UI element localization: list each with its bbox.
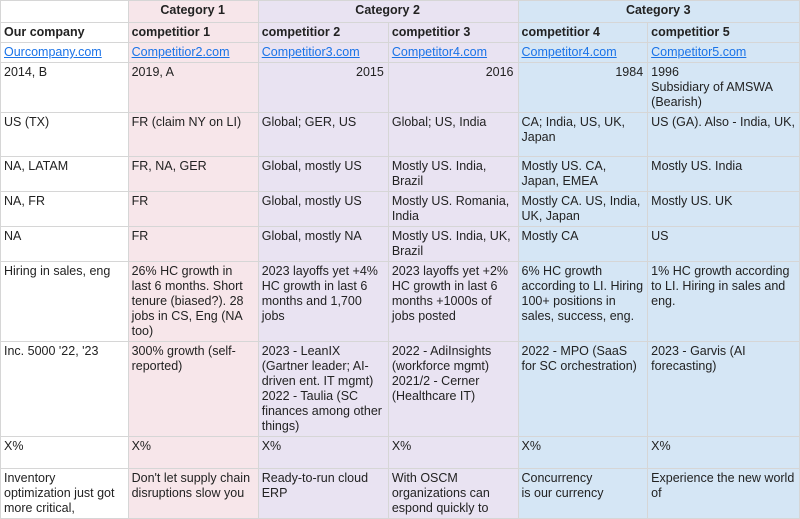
- tagline-c4-line2: is our currency: [521, 486, 604, 500]
- tagline-c4-line1: Concurrency: [521, 471, 593, 485]
- milestone-c3-cerner: 2021/2 - Cerner (Healthcare IT): [391, 374, 480, 403]
- team-row: NA FR Global, mostly NA Mostly US. India…: [0, 226, 800, 262]
- cell-hq-c5[interactable]: US (GA). Also - India, UK,: [647, 112, 800, 157]
- cell-milestones-c4[interactable]: 2022 - MPO (SaaS for SC orchestration): [517, 341, 649, 437]
- cell-team-ours[interactable]: NA: [0, 226, 129, 262]
- cell-tagline-ours[interactable]: Inventory optimization just got more cri…: [0, 468, 129, 519]
- founded-row: 2014, B 2019, A 2015 2016 1984 1996 Subs…: [0, 62, 800, 113]
- cell-milestones-c5[interactable]: 2023 - Garvis (AI forecasting): [647, 341, 800, 437]
- cell-share-c2[interactable]: X%: [257, 436, 389, 469]
- link-ourcompany[interactable]: Ourcompany.com: [4, 45, 102, 59]
- cell-tagline-c5[interactable]: Experience the new world of: [647, 468, 800, 519]
- link-competitor-4[interactable]: Competitor4.com: [521, 45, 617, 59]
- cell-team-c3[interactable]: Mostly US. India, UK, Brazil: [387, 226, 519, 262]
- hiring-row: Hiring in sales, eng 26% HC growth in la…: [0, 261, 800, 342]
- cell-competitor-2[interactable]: competitior 2: [257, 22, 389, 43]
- tagline-row: Inventory optimization just got more cri…: [0, 468, 800, 519]
- cell-tagline-c3[interactable]: With OSCM organizations can espond quick…: [387, 468, 519, 519]
- cell-milestones-c3[interactable]: 2022 - AdiInsights (workforce mgmt) 2021…: [387, 341, 519, 437]
- milestones-row: Inc. 5000 '22, '23 300% growth (self-rep…: [0, 341, 800, 437]
- cell-founded-c4[interactable]: 1984: [517, 62, 649, 113]
- category-3-header[interactable]: Category 3: [517, 0, 800, 23]
- cell-founded-c3[interactable]: 2016: [387, 62, 519, 113]
- cell-founded-c5[interactable]: 1996 Subsidiary of AMSWA (Bearish): [647, 62, 800, 113]
- cell-customers-c5[interactable]: Mostly US. UK: [647, 191, 800, 227]
- cell-hiring-c3[interactable]: 2023 layoffs yet +2% HC growth in last 6…: [387, 261, 519, 342]
- cell-customers-c4[interactable]: Mostly CA. US, India, UK, Japan: [517, 191, 649, 227]
- cell-empty[interactable]: [0, 0, 129, 23]
- cell-hq-c1[interactable]: FR (claim NY on LI): [127, 112, 259, 157]
- cell-founded-c1[interactable]: 2019, A: [127, 62, 259, 113]
- cell-customers-c3[interactable]: Mostly US. Romania, India: [387, 191, 519, 227]
- cell-link-c2: Competitior3.com: [257, 42, 389, 63]
- cell-markets-c3[interactable]: Mostly US. India, Brazil: [387, 156, 519, 192]
- category-1-header[interactable]: Category 1: [127, 0, 259, 23]
- cell-milestones-ours[interactable]: Inc. 5000 '22, '23: [0, 341, 129, 437]
- cell-hiring-c2[interactable]: 2023 layoffs yet +4% HC growth in last 6…: [257, 261, 389, 342]
- cell-customers-c2[interactable]: Global, mostly US: [257, 191, 389, 227]
- cell-tagline-c2[interactable]: Ready-to-run cloud ERP: [257, 468, 389, 519]
- cell-hiring-c4[interactable]: 6% HC growth according to LI. Hiring 100…: [517, 261, 649, 342]
- link-competitor-5[interactable]: Competitor5.com: [651, 45, 747, 59]
- cell-link-c1: Competitior2.com: [127, 42, 259, 63]
- category-2-header[interactable]: Category 2: [257, 0, 519, 23]
- names-row: Our company competitior 1 competitior 2 …: [0, 22, 800, 43]
- cell-competitor-1[interactable]: competitior 1: [127, 22, 259, 43]
- cell-hiring-c5[interactable]: 1% HC growth according to LI. Hiring in …: [647, 261, 800, 342]
- link-competitor-1[interactable]: Competitior2.com: [131, 45, 230, 59]
- cell-share-c4[interactable]: X%: [517, 436, 649, 469]
- link-competitor-3[interactable]: Competitor4.com: [391, 45, 488, 59]
- cell-team-c5[interactable]: US: [647, 226, 800, 262]
- customers-row: NA, FR FR Global, mostly US Mostly US. R…: [0, 191, 800, 227]
- cell-markets-c2[interactable]: Global, mostly US: [257, 156, 389, 192]
- cell-hq-ours[interactable]: US (TX): [0, 112, 129, 157]
- cell-share-ours[interactable]: X%: [0, 436, 129, 469]
- link-competitor-2[interactable]: Competitior3.com: [261, 45, 360, 59]
- category-row: Category 1 Category 2 Category 3: [0, 0, 800, 23]
- cell-customers-ours[interactable]: NA, FR: [0, 191, 129, 227]
- cell-markets-ours[interactable]: NA, LATAM: [0, 156, 129, 192]
- cell-milestones-c2[interactable]: 2023 - LeanIX (Gartner leader; AI-driven…: [257, 341, 389, 437]
- cell-markets-c5[interactable]: Mostly US. India: [647, 156, 800, 192]
- cell-markets-c1[interactable]: FR, NA, GER: [127, 156, 259, 192]
- milestone-c2-taulia: 2022 - Taulia (SC finances among other t…: [261, 389, 382, 433]
- hq-row: US (TX) FR (claim NY on LI) Global; GER,…: [0, 112, 800, 157]
- cell-link-c4: Competitor4.com: [517, 42, 649, 63]
- cell-team-c1[interactable]: FR: [127, 226, 259, 262]
- cell-team-c4[interactable]: Mostly CA: [517, 226, 649, 262]
- cell-founded-c2[interactable]: 2015: [257, 62, 389, 113]
- cell-link-c3: Competitor4.com: [387, 42, 519, 63]
- share-row: X% X% X% X% X% X%: [0, 436, 800, 469]
- cell-link-ours: Ourcompany.com: [0, 42, 129, 63]
- cell-hq-c4[interactable]: CA; India, US, UK, Japan: [517, 112, 649, 157]
- cell-competitor-5[interactable]: competitior 5: [647, 22, 800, 43]
- cell-hiring-ours[interactable]: Hiring in sales, eng: [0, 261, 129, 342]
- cell-tagline-c1[interactable]: Don't let supply chain disruptions slow …: [127, 468, 259, 519]
- milestone-c3-adiinsights: 2022 - AdiInsights (workforce mgmt): [391, 344, 492, 373]
- cell-hq-c3[interactable]: Global; US, India: [387, 112, 519, 157]
- milestone-c2-leanix: 2023 - LeanIX (Gartner leader; AI-driven…: [261, 344, 374, 388]
- cell-share-c5[interactable]: X%: [647, 436, 800, 469]
- founded-c5-subsidiary: Subsidiary of AMSWA: [651, 80, 773, 94]
- founded-c5-year: 1996: [651, 65, 679, 79]
- cell-founded-ours[interactable]: 2014, B: [0, 62, 129, 113]
- markets-row: NA, LATAM FR, NA, GER Global, mostly US …: [0, 156, 800, 192]
- cell-tagline-c4[interactable]: Concurrency is our currency: [517, 468, 649, 519]
- cell-milestones-c1[interactable]: 300% growth (self-reported): [127, 341, 259, 437]
- links-row: Ourcompany.com Competitior2.com Competit…: [0, 42, 800, 63]
- cell-markets-c4[interactable]: Mostly US. CA, Japan, EMEA: [517, 156, 649, 192]
- cell-share-c1[interactable]: X%: [127, 436, 259, 469]
- founded-c5-note: (Bearish): [651, 95, 702, 109]
- cell-team-c2[interactable]: Global, mostly NA: [257, 226, 389, 262]
- cell-share-c3[interactable]: X%: [387, 436, 519, 469]
- cell-our-company[interactable]: Our company: [0, 22, 129, 43]
- cell-competitor-3[interactable]: competitior 3: [387, 22, 519, 43]
- cell-customers-c1[interactable]: FR: [127, 191, 259, 227]
- cell-hiring-c1[interactable]: 26% HC growth in last 6 months. Short te…: [127, 261, 259, 342]
- cell-hq-c2[interactable]: Global; GER, US: [257, 112, 389, 157]
- cell-link-c5: Competitor5.com: [647, 42, 800, 63]
- cell-competitor-4[interactable]: competitior 4: [517, 22, 649, 43]
